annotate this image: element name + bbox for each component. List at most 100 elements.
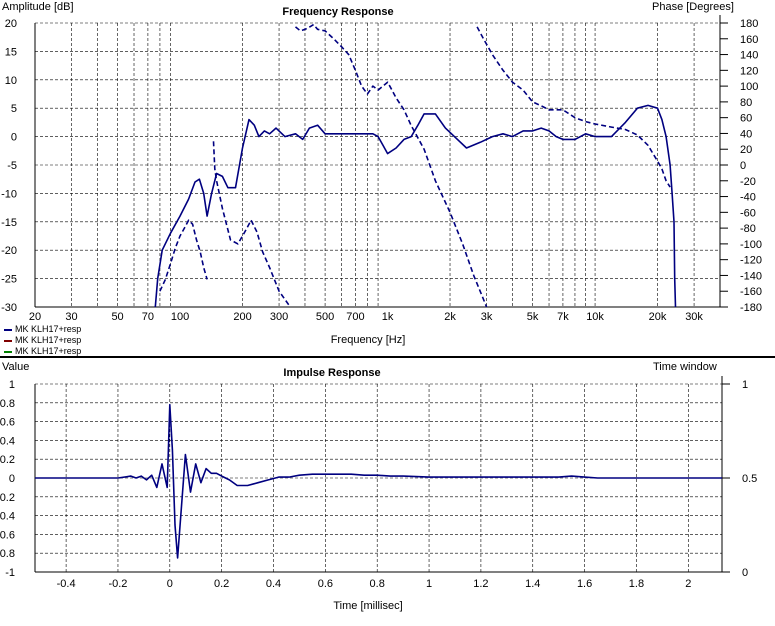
freq-y-tick-4: 0 bbox=[11, 132, 17, 144]
legend-swatch-3 bbox=[4, 350, 12, 353]
freq-x-label: Frequency [Hz] bbox=[331, 334, 406, 346]
freq-title: Frequency Response bbox=[282, 6, 393, 18]
imp-x-tick-5: 0.6 bbox=[318, 578, 333, 590]
freq-x-tick-6: 300 bbox=[270, 311, 288, 323]
legend-label-3: MK KLH17+resp bbox=[15, 346, 82, 356]
freq-x-tick-5: 200 bbox=[233, 311, 251, 323]
freq-y-tick-10: -30 bbox=[1, 302, 17, 314]
freq-phase-curve-1 bbox=[159, 219, 208, 292]
freq-y-label: Amplitude [dB] bbox=[2, 1, 74, 13]
panel-divider bbox=[0, 356, 775, 358]
imp-y-tick-1: 0.8 bbox=[0, 398, 15, 410]
freq-y-tick-9: -25 bbox=[1, 274, 17, 286]
freq-x-tick-4: 100 bbox=[171, 311, 189, 323]
imp-y-tick-4: 0.2 bbox=[0, 454, 15, 466]
freq-y-tick-1: 15 bbox=[5, 46, 17, 58]
imp-x-tick-9: 1.4 bbox=[525, 578, 540, 590]
freq-y-tick-5: -5 bbox=[7, 160, 17, 172]
freq-y2-tick-14: -100 bbox=[740, 239, 762, 251]
freq-phase-curve-3 bbox=[294, 23, 488, 307]
imp-x-tick-7: 1 bbox=[426, 578, 432, 590]
imp-y2-tick-1: 0.5 bbox=[742, 473, 757, 485]
freq-x-tick-11: 3k bbox=[481, 311, 493, 323]
imp-y2-label: Time window bbox=[653, 361, 717, 373]
freq-y2-tick-15: -120 bbox=[740, 255, 762, 267]
freq-y-tick-0: 20 bbox=[5, 18, 17, 30]
imp-x-tick-11: 1.8 bbox=[629, 578, 644, 590]
freq-x-tick-1: 30 bbox=[65, 311, 77, 323]
freq-x-tick-15: 20k bbox=[649, 311, 667, 323]
freq-phase-curve-2 bbox=[212, 141, 291, 307]
imp-y-tick-3: 0.4 bbox=[0, 435, 15, 447]
imp-y2-tick-2: 0 bbox=[742, 567, 748, 579]
imp-y-tick-6: -0.2 bbox=[0, 492, 15, 504]
freq-x-tick-10: 2k bbox=[444, 311, 456, 323]
imp-y-tick-0: 1 bbox=[9, 379, 15, 391]
imp-x-label: Time [millisec] bbox=[333, 600, 402, 612]
freq-y-tick-2: 10 bbox=[5, 75, 17, 87]
imp-x-tick-12: 2 bbox=[685, 578, 691, 590]
freq-x-tick-9: 1k bbox=[382, 311, 394, 323]
imp-response-curve bbox=[35, 403, 722, 559]
freq-phase-curve-4 bbox=[476, 26, 671, 188]
freq-amplitude-curve-0 bbox=[154, 104, 677, 307]
legend-swatch-1 bbox=[4, 328, 12, 331]
imp-y-tick-9: -0.8 bbox=[0, 548, 15, 560]
legend-entry-2: MK KLH17+resp bbox=[4, 335, 81, 346]
imp-x-tick-10: 1.6 bbox=[577, 578, 592, 590]
freq-y2-tick-13: -80 bbox=[740, 223, 756, 235]
imp-x-tick-3: 0.2 bbox=[214, 578, 229, 590]
imp-y-tick-10: -1 bbox=[5, 567, 15, 579]
freq-y2-tick-6: 60 bbox=[740, 113, 752, 125]
freq-y2-tick-18: -180 bbox=[740, 302, 762, 314]
freq-y2-tick-4: 100 bbox=[740, 81, 758, 93]
imp-x-tick-8: 1.2 bbox=[473, 578, 488, 590]
freq-y-tick-8: -20 bbox=[1, 245, 17, 257]
freq-y2-tick-11: -40 bbox=[740, 192, 756, 204]
freq-y2-label: Phase [Degrees] bbox=[652, 1, 734, 13]
freq-y2-tick-1: 160 bbox=[740, 34, 758, 46]
freq-y2-tick-8: 20 bbox=[740, 144, 752, 156]
imp-x-tick-4: 0.4 bbox=[266, 578, 281, 590]
freq-y2-tick-0: 180 bbox=[740, 18, 758, 30]
freq-x-tick-7: 500 bbox=[316, 311, 334, 323]
legend: MK KLH17+resp MK KLH17+resp MK KLH17+res… bbox=[4, 324, 81, 357]
imp-y-tick-8: -0.6 bbox=[0, 529, 15, 541]
legend-entry-1: MK KLH17+resp bbox=[4, 324, 81, 335]
freq-y2-tick-10: -20 bbox=[740, 176, 756, 188]
freq-y2-tick-2: 140 bbox=[740, 50, 758, 62]
freq-y2-tick-5: 80 bbox=[740, 97, 752, 109]
freq-x-tick-14: 10k bbox=[586, 311, 604, 323]
freq-y2-tick-17: -160 bbox=[740, 286, 762, 298]
legend-label-2: MK KLH17+resp bbox=[15, 335, 82, 345]
imp-y2-tick-0: 1 bbox=[742, 379, 748, 391]
legend-swatch-2 bbox=[4, 339, 12, 342]
imp-y-label: Value bbox=[2, 361, 29, 373]
freq-x-tick-13: 7k bbox=[557, 311, 569, 323]
legend-label-1: MK KLH17+resp bbox=[15, 324, 82, 334]
imp-x-tick-1: -0.2 bbox=[108, 578, 127, 590]
freq-y2-tick-16: -140 bbox=[740, 270, 762, 282]
freq-x-tick-0: 20 bbox=[29, 311, 41, 323]
freq-x-tick-12: 5k bbox=[527, 311, 539, 323]
freq-y2-tick-3: 120 bbox=[740, 65, 758, 77]
imp-x-tick-2: 0 bbox=[167, 578, 173, 590]
freq-y2-tick-9: 0 bbox=[740, 160, 746, 172]
freq-x-tick-16: 30k bbox=[685, 311, 703, 323]
legend-entry-3: MK KLH17+resp bbox=[4, 346, 81, 357]
freq-y2-tick-7: 40 bbox=[740, 128, 752, 140]
freq-x-tick-3: 70 bbox=[142, 311, 154, 323]
freq-x-tick-2: 50 bbox=[111, 311, 123, 323]
imp-y-tick-5: 0 bbox=[9, 473, 15, 485]
freq-y2-tick-12: -60 bbox=[740, 207, 756, 219]
freq-y-tick-6: -10 bbox=[1, 188, 17, 200]
freq-y-tick-7: -15 bbox=[1, 217, 17, 229]
imp-title: Impulse Response bbox=[283, 367, 380, 379]
freq-x-tick-8: 700 bbox=[346, 311, 364, 323]
imp-y-tick-7: -0.4 bbox=[0, 511, 15, 523]
imp-x-tick-0: -0.4 bbox=[57, 578, 76, 590]
imp-x-tick-6: 0.8 bbox=[370, 578, 385, 590]
freq-y-tick-3: 5 bbox=[11, 103, 17, 115]
